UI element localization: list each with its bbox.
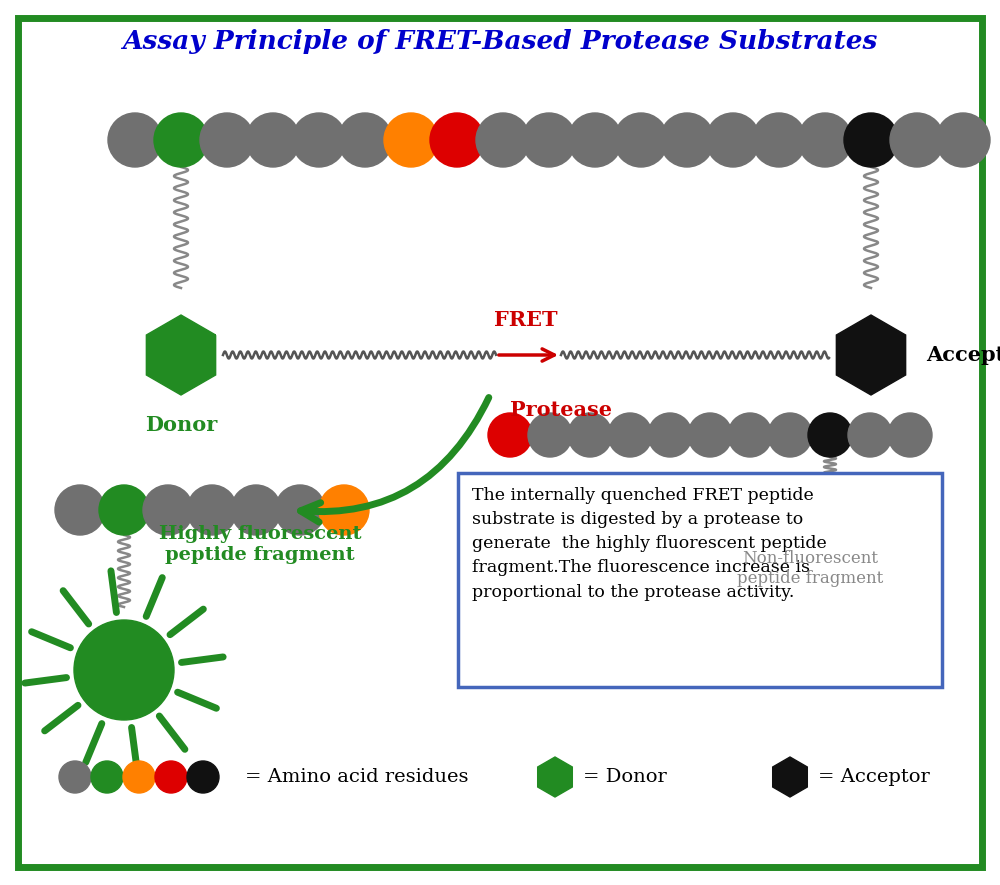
Circle shape <box>275 485 325 535</box>
Circle shape <box>59 761 91 793</box>
Polygon shape <box>804 495 856 555</box>
Circle shape <box>888 413 932 457</box>
Text: = Amino acid residues: = Amino acid residues <box>245 768 468 786</box>
Circle shape <box>384 113 438 167</box>
FancyArrowPatch shape <box>301 397 489 522</box>
Circle shape <box>798 113 852 167</box>
Circle shape <box>522 113 576 167</box>
Text: = Donor: = Donor <box>583 768 667 786</box>
Text: Non-fluorescent
peptide fragment: Non-fluorescent peptide fragment <box>737 550 883 587</box>
Circle shape <box>154 113 208 167</box>
Circle shape <box>614 113 668 167</box>
Text: The internally quenched FRET peptide
substrate is digested by a protease to
gene: The internally quenched FRET peptide sub… <box>472 487 827 601</box>
Polygon shape <box>538 757 572 797</box>
Circle shape <box>74 620 174 720</box>
FancyBboxPatch shape <box>458 473 942 687</box>
Circle shape <box>338 113 392 167</box>
Circle shape <box>808 413 852 457</box>
Circle shape <box>706 113 760 167</box>
Text: Highly fluorescent
peptide fragment: Highly fluorescent peptide fragment <box>159 525 361 564</box>
Circle shape <box>768 413 812 457</box>
Circle shape <box>688 413 732 457</box>
Circle shape <box>848 413 892 457</box>
Text: Acceptor: Acceptor <box>926 345 1000 365</box>
Circle shape <box>187 485 237 535</box>
Circle shape <box>528 413 572 457</box>
Circle shape <box>200 113 254 167</box>
Circle shape <box>91 761 123 793</box>
Text: Assay Principle of FRET-Based Protease Substrates: Assay Principle of FRET-Based Protease S… <box>122 29 878 55</box>
Circle shape <box>123 761 155 793</box>
Polygon shape <box>773 757 807 797</box>
Circle shape <box>319 485 369 535</box>
Circle shape <box>568 413 612 457</box>
Polygon shape <box>146 315 216 395</box>
Circle shape <box>488 413 532 457</box>
Circle shape <box>728 413 772 457</box>
Circle shape <box>660 113 714 167</box>
Polygon shape <box>836 315 906 395</box>
Circle shape <box>155 761 187 793</box>
Circle shape <box>231 485 281 535</box>
Circle shape <box>844 113 898 167</box>
Circle shape <box>752 113 806 167</box>
Text: = Acceptor: = Acceptor <box>818 768 930 786</box>
Circle shape <box>108 113 162 167</box>
Circle shape <box>246 113 300 167</box>
Text: Protease: Protease <box>510 400 612 420</box>
Text: FRET: FRET <box>494 310 558 330</box>
Circle shape <box>476 113 530 167</box>
Circle shape <box>292 113 346 167</box>
Circle shape <box>890 113 944 167</box>
Circle shape <box>568 113 622 167</box>
Circle shape <box>608 413 652 457</box>
Circle shape <box>430 113 484 167</box>
Circle shape <box>99 485 149 535</box>
Circle shape <box>55 485 105 535</box>
Circle shape <box>143 485 193 535</box>
FancyBboxPatch shape <box>18 18 982 867</box>
Circle shape <box>936 113 990 167</box>
Circle shape <box>648 413 692 457</box>
Circle shape <box>187 761 219 793</box>
Text: Donor: Donor <box>145 415 217 435</box>
